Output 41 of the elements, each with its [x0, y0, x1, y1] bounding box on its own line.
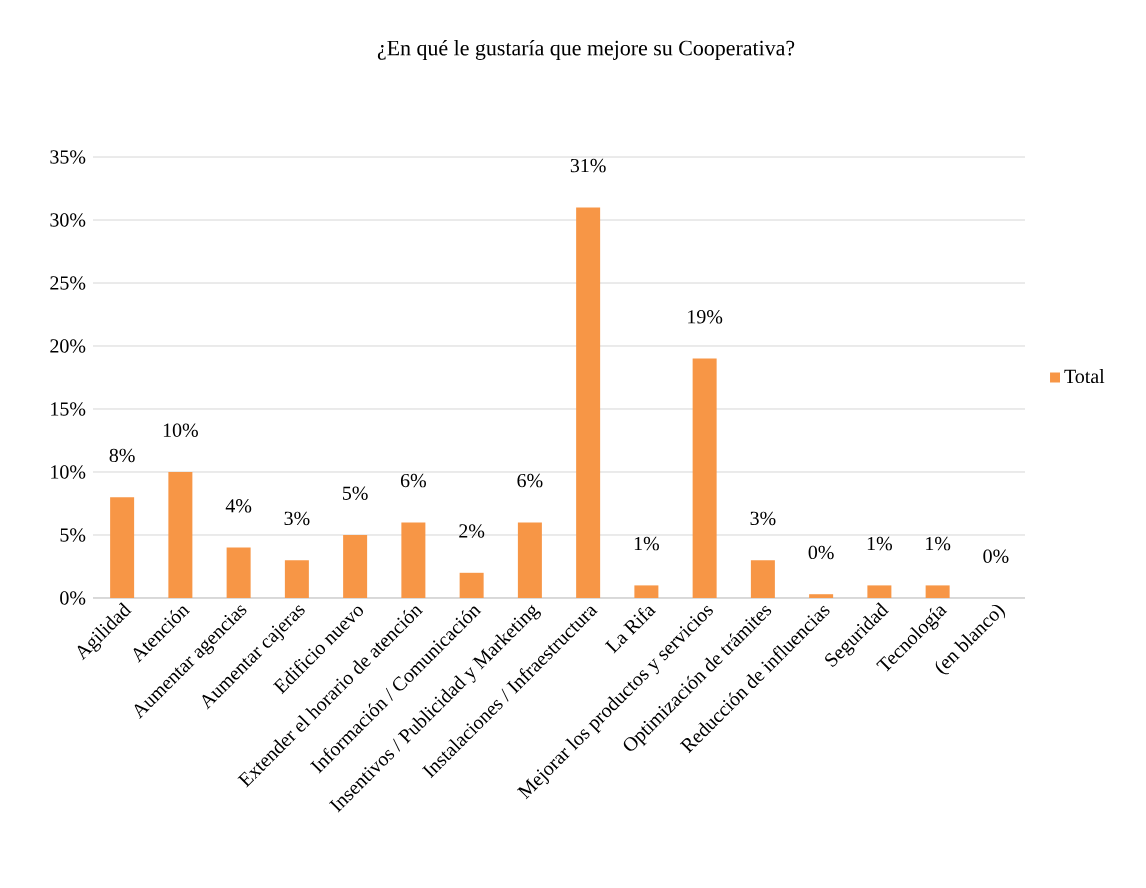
data-label: 6% [517, 473, 543, 488]
y-tick-label: 35% [50, 150, 86, 164]
data-label: 1% [926, 536, 951, 551]
bar [517, 522, 542, 598]
y-tick-label: 20% [50, 339, 86, 353]
bar [634, 585, 659, 598]
bar [459, 572, 484, 598]
y-tick-label: 5% [60, 528, 86, 542]
bar [284, 560, 309, 598]
data-label: 4% [225, 499, 252, 513]
bar [750, 560, 775, 598]
data-label: 0% [983, 549, 1009, 563]
bar [401, 522, 426, 598]
bar [692, 358, 717, 598]
bar [168, 472, 193, 598]
bar [809, 594, 834, 598]
data-label: 10% [163, 423, 198, 437]
bar [867, 585, 892, 598]
data-label: 6% [400, 473, 426, 488]
y-tick-label: 30% [50, 213, 86, 227]
y-tick-label: 25% [50, 276, 86, 290]
bar [226, 547, 251, 598]
data-label: 0% [808, 545, 834, 560]
bar [576, 207, 601, 598]
bar [343, 535, 368, 598]
y-tick-label: 10% [51, 465, 86, 479]
data-label: 19% [688, 310, 723, 324]
legend-label: Total [1064, 369, 1105, 384]
data-label: 1% [867, 536, 892, 551]
data-label: 3% [750, 511, 776, 526]
chart-title: ¿En qué le gustaría que mejore su Cooperativa? [377, 40, 795, 60]
x-tick-label: La Rifa [604, 606, 657, 654]
bar [925, 585, 950, 598]
data-label: 8% [109, 448, 135, 463]
data-label: 1% [634, 536, 659, 551]
data-label: 31% [570, 158, 606, 173]
data-label: 2% [459, 524, 485, 538]
data-label: 3% [284, 511, 310, 526]
data-label: 5% [343, 486, 368, 500]
bar [110, 497, 135, 598]
y-tick-label: 15% [51, 402, 86, 416]
